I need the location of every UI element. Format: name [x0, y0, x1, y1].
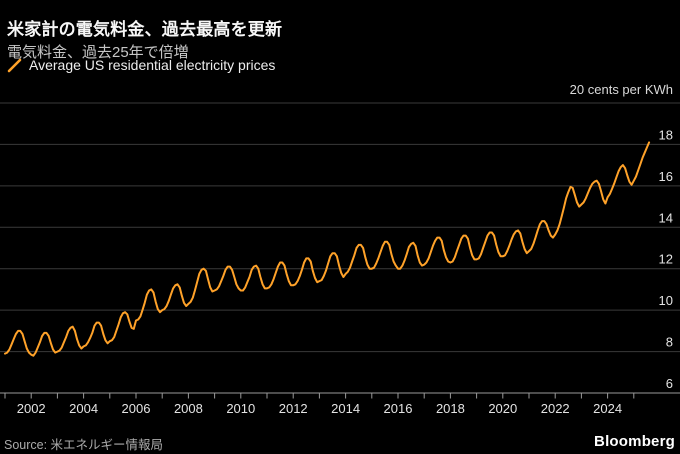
x-tick-label: 2014: [331, 401, 360, 416]
x-tick-label: 2016: [384, 401, 413, 416]
x-tick-label: 2010: [226, 401, 255, 416]
x-tick-label: 2012: [279, 401, 308, 416]
y-tick-label: 10: [659, 293, 673, 308]
x-tick-label: 2008: [174, 401, 203, 416]
x-tick-label: 2004: [69, 401, 98, 416]
y-tick-label: 18: [659, 127, 673, 142]
x-tick-label: 2006: [122, 401, 151, 416]
y-tick-label: 6: [666, 376, 673, 391]
bloomberg-logo: Bloomberg: [594, 433, 675, 450]
source-note: Source: 米エネルギー情報局: [4, 438, 164, 452]
x-tick-label: 2020: [488, 401, 517, 416]
x-tick-label: 2024: [593, 401, 622, 416]
chart-subtitle: 電気料金、過去25年で倍増: [7, 44, 189, 61]
x-tick-label: 2022: [541, 401, 570, 416]
y-tick-label: 12: [659, 252, 673, 267]
y-tick-label: 8: [666, 335, 673, 350]
chart-title: 米家計の電気料金、過去最高を更新: [7, 20, 283, 40]
x-tick-label: 2018: [436, 401, 465, 416]
legend: Average US residential electricity price…: [7, 57, 275, 73]
legend-slash-icon: [7, 58, 22, 72]
legend-label: Average US residential electricity price…: [29, 57, 276, 73]
y-tick-label: 16: [659, 169, 673, 184]
y-axis-unit-label: 20 cents per KWh: [569, 82, 673, 97]
price-line: [4, 141, 651, 357]
x-tick-label: 2002: [17, 401, 46, 416]
y-tick-label: 14: [659, 210, 673, 225]
